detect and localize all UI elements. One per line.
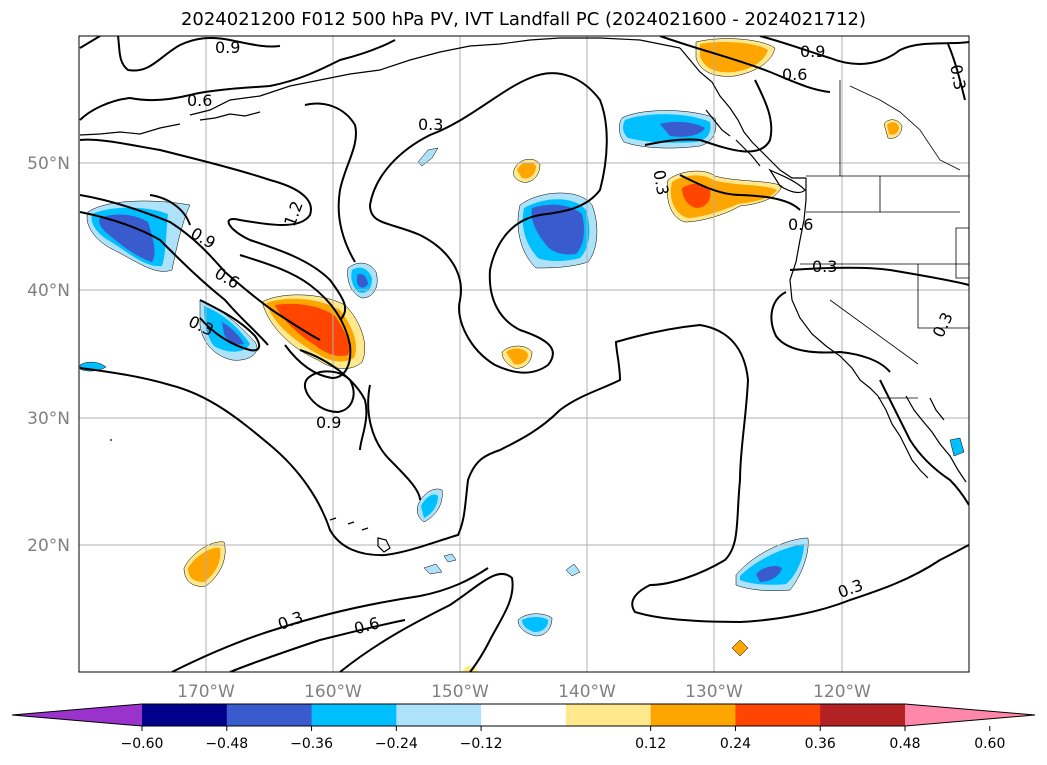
- contour-label: 0.9: [316, 413, 341, 432]
- colorbar-segment: [142, 704, 228, 726]
- colorbar-segment: [820, 704, 906, 726]
- colorbar-segment: [481, 704, 567, 726]
- neg-patch-nw-dark: [99, 214, 155, 262]
- colorbar-tick-label: −0.12: [460, 736, 503, 752]
- colorbar-segment: [735, 704, 821, 726]
- longitude-labels: 170°W 160°W 150°W 140°W 130°W 120°W: [177, 682, 871, 702]
- lat-label: 30°N: [27, 409, 70, 429]
- colorbar-segment: [226, 704, 313, 726]
- colorbar-tick-label: 0.12: [635, 736, 666, 752]
- colorbar-tick-label: −0.60: [121, 736, 164, 752]
- colorbar-segment: [396, 704, 482, 726]
- colorbar-tick-label: 0.36: [805, 736, 836, 752]
- colorbar-tick-label: 0.48: [889, 736, 920, 752]
- colorbar-tick-label: −0.48: [205, 736, 248, 752]
- political-borders: [800, 80, 969, 399]
- contour-label: 0.3: [812, 257, 837, 276]
- lat-label: 40°N: [27, 281, 70, 301]
- colorbar-tick-label: 0.60: [974, 736, 1005, 752]
- lon-label: 140°W: [558, 682, 616, 702]
- colorbar-tick-label: 0.24: [720, 736, 751, 752]
- pv-contours: [79, 36, 969, 672]
- contour-label: 0.9: [800, 42, 825, 61]
- map-title: 2024021200 F012 500 hPa PV, IVT Landfall…: [180, 9, 867, 30]
- lon-label: 170°W: [177, 682, 235, 702]
- latitude-labels: 50°N 40°N 30°N 20°N: [27, 154, 70, 556]
- contour-label: 0.6: [782, 65, 807, 84]
- colorbar-tick-label: −0.24: [375, 736, 418, 752]
- colorbar-tick-label: −0.36: [290, 736, 333, 752]
- colorbar-segment: [650, 704, 736, 726]
- map-frame: [78, 35, 970, 673]
- contour-label: 0.3: [946, 63, 969, 91]
- colorbar-segment: [311, 704, 397, 726]
- colorbar-extend-min: [12, 704, 142, 726]
- colorbar: −0.60 −0.48 −0.36 −0.24 −0.12 0.12 0.24 0.36 0.4…: [11, 703, 1036, 752]
- lon-label: 130°W: [685, 682, 743, 702]
- lat-label: 20°N: [27, 536, 70, 556]
- coastlines: [79, 37, 967, 553]
- contour-label: 0.9: [215, 38, 240, 57]
- lon-label: 150°W: [431, 682, 489, 702]
- lat-label: 50°N: [27, 154, 70, 174]
- shading-layer: [79, 38, 965, 672]
- contour-label: 0.3: [649, 168, 672, 196]
- lon-label: 160°W: [304, 682, 362, 702]
- lon-label: 120°W: [813, 682, 871, 702]
- contour-label: 0.6: [788, 215, 813, 234]
- contour-label: 0.3: [418, 115, 443, 134]
- colorbar-extend-max: [905, 704, 1035, 726]
- contour-label: 0.6: [187, 91, 212, 110]
- colorbar-segment: [565, 704, 652, 726]
